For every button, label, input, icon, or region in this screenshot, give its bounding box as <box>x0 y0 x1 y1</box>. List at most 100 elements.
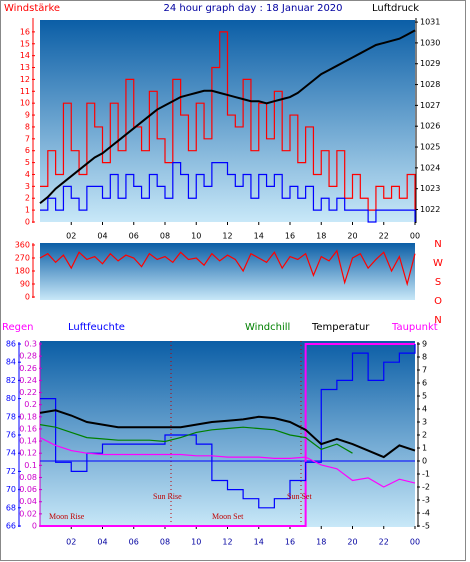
y2-tick-label: 3 <box>422 418 427 427</box>
y2-tick-label: 1028 <box>420 80 440 89</box>
x-tick-label: 00 <box>410 538 420 547</box>
x-tick-label: 16 <box>285 232 295 241</box>
y-tick-label: 2 <box>25 194 30 203</box>
y-tick-label: 0 <box>25 218 30 227</box>
y-tick-label: 9 <box>25 111 30 120</box>
y2-tick-label: 7 <box>422 366 427 375</box>
y-tick-label: 12 <box>20 75 30 84</box>
y3-tick-label: 0.28 <box>19 352 37 361</box>
y2-tick-label: 0 <box>422 457 427 466</box>
x-tick-label: 18 <box>316 232 326 241</box>
y-tick-label: 270 <box>15 254 30 263</box>
y3-tick-label: 0.26 <box>19 364 37 373</box>
y-tick-label: 70 <box>6 485 16 494</box>
legend-label: Regen <box>2 322 34 333</box>
legend-label: Windchill <box>245 322 290 333</box>
y-tick-label: 84 <box>6 358 16 367</box>
series-line <box>39 249 416 287</box>
series-line <box>40 31 416 211</box>
y2-tick-label: 1023 <box>420 184 440 193</box>
y-tick-label: 3 <box>25 182 30 191</box>
y-tick-label: 8 <box>25 122 30 131</box>
y-tick-label: 72 <box>6 467 16 476</box>
y-tick-label: 5 <box>25 158 30 167</box>
series-line <box>39 409 416 459</box>
series-line <box>39 424 353 454</box>
y-tick-label: 86 <box>6 340 16 349</box>
chart-title: 24 hour graph day : 18 Januar 2020 <box>163 3 342 14</box>
y2-tick-label: -5 <box>422 522 430 531</box>
y-axis-title: Windstärke <box>4 3 60 14</box>
y-tick-label: 11 <box>20 87 30 96</box>
y2-tick-label: 1022 <box>420 205 440 214</box>
x-tick-label: 16 <box>285 538 295 547</box>
x-tick-label: 14 <box>254 538 264 547</box>
y2-tick-label: 2 <box>422 431 427 440</box>
y-tick-label: 15 <box>20 39 30 48</box>
x-tick-label: 00 <box>410 232 420 241</box>
x-tick-label: 08 <box>160 538 170 547</box>
y2-tick-label: -2 <box>422 483 430 492</box>
y-tick-label: 66 <box>6 522 16 531</box>
y-tick-label: 78 <box>6 412 16 421</box>
y-tick-label: 16 <box>20 27 30 36</box>
y3-tick-label: 0.08 <box>19 473 37 482</box>
y-tick-label: 82 <box>6 376 16 385</box>
y3-tick-label: 0.24 <box>19 376 37 385</box>
x-tick-label: 02 <box>66 232 76 241</box>
y2-tick-label: 1026 <box>420 122 440 131</box>
annotation: Moon Set <box>212 512 244 521</box>
y-tick-label: 4 <box>25 170 30 179</box>
x-tick-label: 08 <box>160 232 170 241</box>
legend-label: Temperatur <box>311 322 370 333</box>
y-tick-label: 74 <box>6 449 16 458</box>
x-tick-label: 06 <box>129 232 139 241</box>
y3-tick-label: 0 <box>32 522 37 531</box>
x-tick-label: 12 <box>222 538 232 547</box>
y2-tick-label: 8 <box>422 353 427 362</box>
panel-temperature <box>40 341 415 527</box>
y2-tick-label: 9 <box>422 340 427 349</box>
legend-label: Taupunkt <box>391 322 438 333</box>
y-tick-label: 68 <box>6 503 16 512</box>
y2-tick-label: 1029 <box>420 59 440 68</box>
x-tick-label: 20 <box>347 538 357 547</box>
x-tick-label: 22 <box>379 538 389 547</box>
compass-label: N <box>434 315 441 326</box>
compass-label: O <box>434 296 442 307</box>
y-tick-label: 76 <box>6 431 16 440</box>
y3-tick-label: 0.06 <box>19 485 37 494</box>
x-tick-label: 14 <box>254 232 264 241</box>
y2-tick-label: 1 <box>422 444 427 453</box>
y-tick-label: 7 <box>25 134 30 143</box>
y-tick-label: 0 <box>25 293 30 302</box>
annotation: Sun Set <box>287 492 312 501</box>
y3-tick-label: 0.3 <box>24 340 37 349</box>
y-tick-label: 360 <box>15 241 30 250</box>
y2-tick-label: -3 <box>422 496 430 505</box>
y2-tick-label: 5 <box>422 392 427 401</box>
x-tick-label: 22 <box>379 232 389 241</box>
annotation: Sun Rise <box>153 492 182 501</box>
series-line <box>39 437 416 488</box>
x-tick-label: 10 <box>191 538 201 547</box>
y3-tick-label: 0.14 <box>19 437 37 446</box>
y-tick-label: 80 <box>6 394 16 403</box>
y3-tick-label: 0.18 <box>19 412 37 421</box>
y3-tick-label: 0.2 <box>24 400 37 409</box>
y-tick-label: 90 <box>20 280 30 289</box>
y3-tick-label: 0.22 <box>19 388 37 397</box>
y3-tick-label: 0.16 <box>19 424 37 433</box>
y3-tick-label: 0.02 <box>19 509 37 518</box>
x-tick-label: 04 <box>97 538 107 547</box>
x-tick-label: 18 <box>316 538 326 547</box>
y2-axis-title: Luftdruck <box>372 3 419 14</box>
y-tick-label: 13 <box>20 63 30 72</box>
y2-tick-label: 1031 <box>420 18 440 27</box>
x-tick-label: 10 <box>191 232 201 241</box>
y2-tick-label: 1025 <box>420 143 440 152</box>
x-tick-label: 04 <box>97 232 107 241</box>
y3-tick-label: 0.04 <box>19 497 37 506</box>
y2-tick-label: 6 <box>422 379 427 388</box>
